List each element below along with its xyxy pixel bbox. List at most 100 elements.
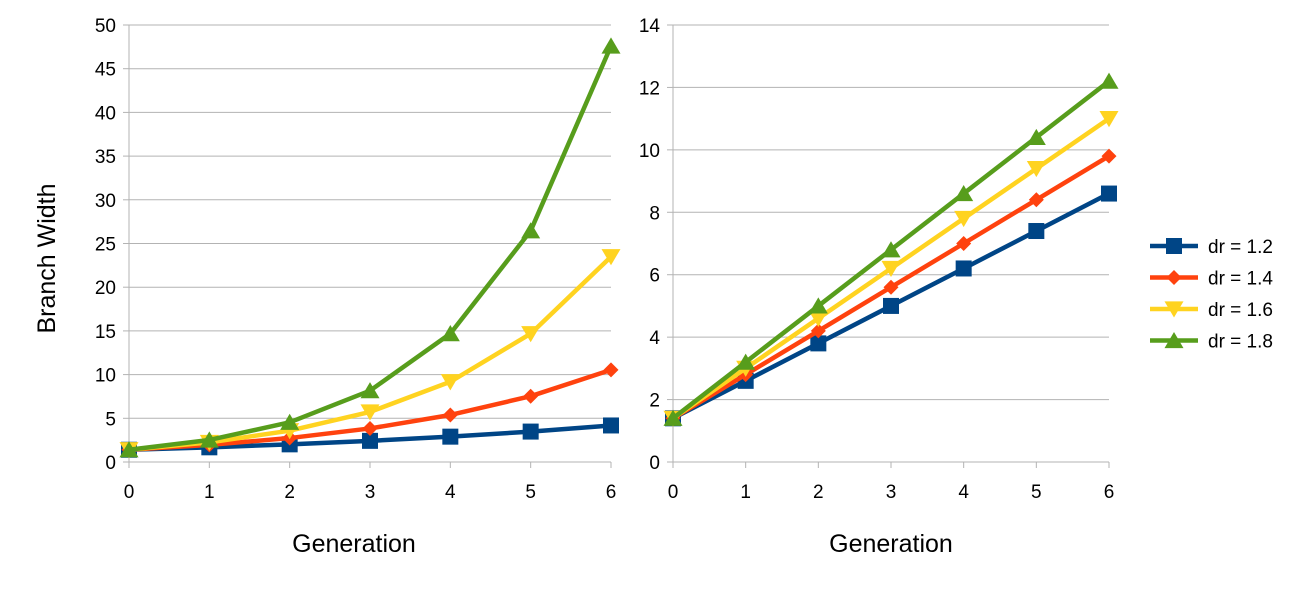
y-tick-label: 0	[105, 453, 116, 474]
data-point	[523, 388, 539, 404]
data-point	[601, 249, 621, 266]
x-tick-label: 3	[365, 482, 376, 503]
data-point	[883, 297, 899, 314]
y-tick-label: 14	[639, 16, 661, 37]
data-point	[362, 420, 378, 436]
data-point	[119, 441, 139, 458]
data-point	[663, 409, 683, 426]
data-point	[1099, 72, 1119, 89]
series-2	[665, 148, 1117, 426]
data-point	[199, 431, 219, 448]
data-point	[1026, 160, 1046, 178]
legend-item: dr = 1.8	[1150, 332, 1273, 353]
data-point	[954, 185, 974, 202]
x-tick-label: 6	[1104, 482, 1115, 503]
data-point	[603, 362, 619, 378]
data-point	[808, 310, 828, 327]
y-axis-title: Branch Width	[33, 183, 61, 333]
x-tick-label: 2	[284, 482, 295, 503]
data-point	[881, 241, 901, 258]
x-tick-label: 0	[668, 482, 679, 503]
data-point	[362, 432, 378, 449]
data-point	[883, 279, 899, 295]
x-tick-label: 4	[958, 482, 969, 503]
y-tick-label: 5	[105, 409, 116, 430]
y-tick-label: 4	[649, 328, 660, 349]
data-point	[1101, 148, 1117, 164]
data-point	[810, 335, 827, 352]
y-tick-label: 50	[95, 16, 116, 37]
data-point	[810, 323, 826, 339]
y-tick-label: 40	[95, 103, 116, 124]
series-1	[665, 185, 1117, 427]
data-point	[440, 374, 460, 391]
data-point	[360, 382, 380, 399]
data-point	[440, 325, 460, 342]
legend-label: dr = 1.6	[1208, 300, 1273, 321]
data-point	[1026, 128, 1046, 145]
y-tick-label: 45	[95, 60, 116, 81]
legend-swatch-marker	[1164, 331, 1184, 349]
data-point	[1028, 192, 1044, 208]
y-tick-label: 0	[649, 453, 660, 474]
legend-swatch-marker	[1164, 301, 1184, 318]
data-point	[522, 423, 539, 440]
x-axis-title: Generation	[829, 530, 953, 558]
legend-label: dr = 1.2	[1208, 237, 1273, 258]
data-point	[736, 353, 756, 370]
data-point	[603, 417, 619, 434]
y-tick-label: 20	[95, 278, 116, 299]
y-tick-label: 35	[95, 147, 116, 168]
legend-label: dr = 1.8	[1208, 332, 1273, 353]
series-4	[119, 37, 621, 458]
data-point	[1028, 223, 1045, 240]
x-tick-label: 5	[1031, 482, 1042, 503]
data-point	[955, 260, 972, 277]
legend-swatch-marker	[1166, 238, 1182, 254]
data-point	[442, 428, 459, 445]
x-tick-label: 4	[445, 482, 456, 503]
x-axis-title: Generation	[292, 530, 416, 558]
data-point	[954, 210, 974, 228]
series-3	[663, 111, 1119, 427]
legend: dr = 1.2 dr = 1.4 dr = 1.6 dr = 1.8	[1150, 237, 1273, 353]
data-point	[442, 407, 458, 423]
data-point	[881, 260, 901, 278]
legend-item: dr = 1.4	[1150, 269, 1273, 290]
x-tick-label: 3	[886, 482, 897, 503]
x-tick-label: 6	[606, 482, 617, 503]
legend-label: dr = 1.4	[1208, 269, 1273, 290]
data-point	[1101, 185, 1117, 202]
y-tick-label: 2	[649, 391, 660, 412]
y-tick-label: 10	[95, 366, 116, 387]
y-tick-label: 6	[649, 266, 660, 287]
legend-item: dr = 1.2	[1150, 237, 1273, 258]
series-line	[126, 254, 614, 453]
x-tick-label: 5	[525, 482, 536, 503]
data-point	[521, 326, 541, 343]
data-point	[1099, 111, 1119, 128]
y-tick-label: 10	[639, 141, 660, 162]
data-point	[808, 297, 828, 314]
y-tick-label: 12	[639, 78, 660, 99]
data-point	[601, 37, 621, 54]
data-point	[521, 222, 541, 239]
legend-item: dr = 1.6	[1150, 300, 1273, 321]
y-tick-label: 25	[95, 235, 116, 256]
x-tick-label: 2	[813, 482, 824, 503]
series-4	[663, 72, 1119, 426]
y-tick-label: 8	[649, 203, 660, 224]
y-tick-label: 30	[95, 191, 116, 212]
x-tick-label: 1	[204, 482, 215, 503]
x-tick-label: 1	[740, 482, 751, 503]
data-point	[360, 404, 380, 421]
y-tick-label: 15	[95, 322, 116, 343]
x-tick-label: 0	[124, 482, 135, 503]
legend-swatch-marker	[1166, 270, 1182, 285]
data-point	[956, 236, 972, 251]
data-point	[280, 413, 300, 430]
